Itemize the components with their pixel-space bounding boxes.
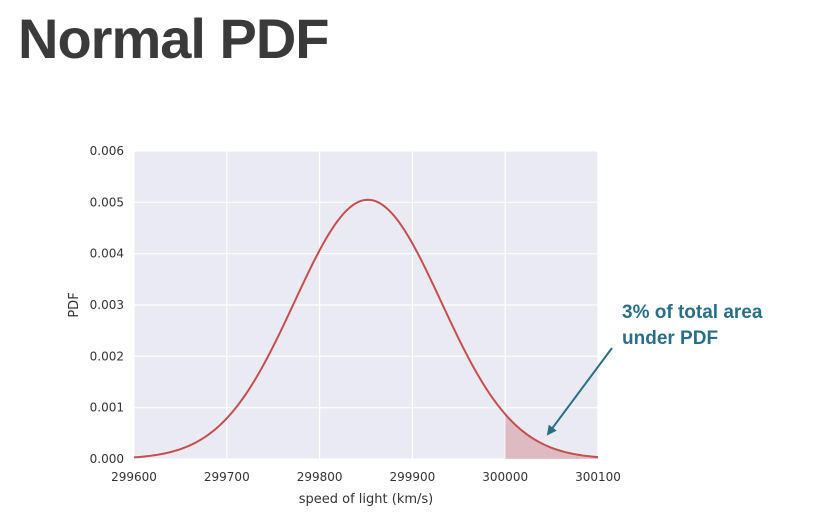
x-tick-label: 300000	[482, 470, 528, 484]
y-tick-label: 0.004	[90, 247, 124, 261]
y-axis-label: PDF	[67, 292, 82, 317]
x-tick-labels: 299600 299700 299800 299900 300000 300100	[111, 470, 621, 484]
callout-arrow	[546, 347, 613, 436]
y-tick-label: 0.000	[90, 452, 124, 466]
y-tick-label: 0.006	[90, 144, 124, 158]
x-tick-label: 299700	[204, 470, 250, 484]
x-tick-label: 299600	[111, 470, 157, 484]
x-tick-label: 299900	[389, 470, 435, 484]
y-tick-label: 0.005	[90, 195, 124, 209]
callout-text-line-2: under PDF	[622, 328, 718, 349]
callout-text-line-1: 3% of total area	[622, 302, 763, 323]
y-tick-labels: 0.000 0.001 0.002 0.003 0.004 0.005 0.006	[90, 144, 124, 466]
shaded-tail-area	[505, 414, 598, 459]
x-axis-label: speed of light (km/s)	[299, 492, 434, 507]
x-tick-label: 299800	[297, 470, 343, 484]
y-tick-label: 0.001	[90, 401, 124, 415]
y-tick-label: 0.002	[90, 349, 124, 363]
x-tick-label: 300100	[575, 470, 621, 484]
grid-lines	[133, 150, 599, 460]
slide-title: Normal PDF	[18, 7, 329, 70]
pdf-curve	[133, 198, 599, 459]
y-tick-label: 0.003	[90, 298, 124, 312]
